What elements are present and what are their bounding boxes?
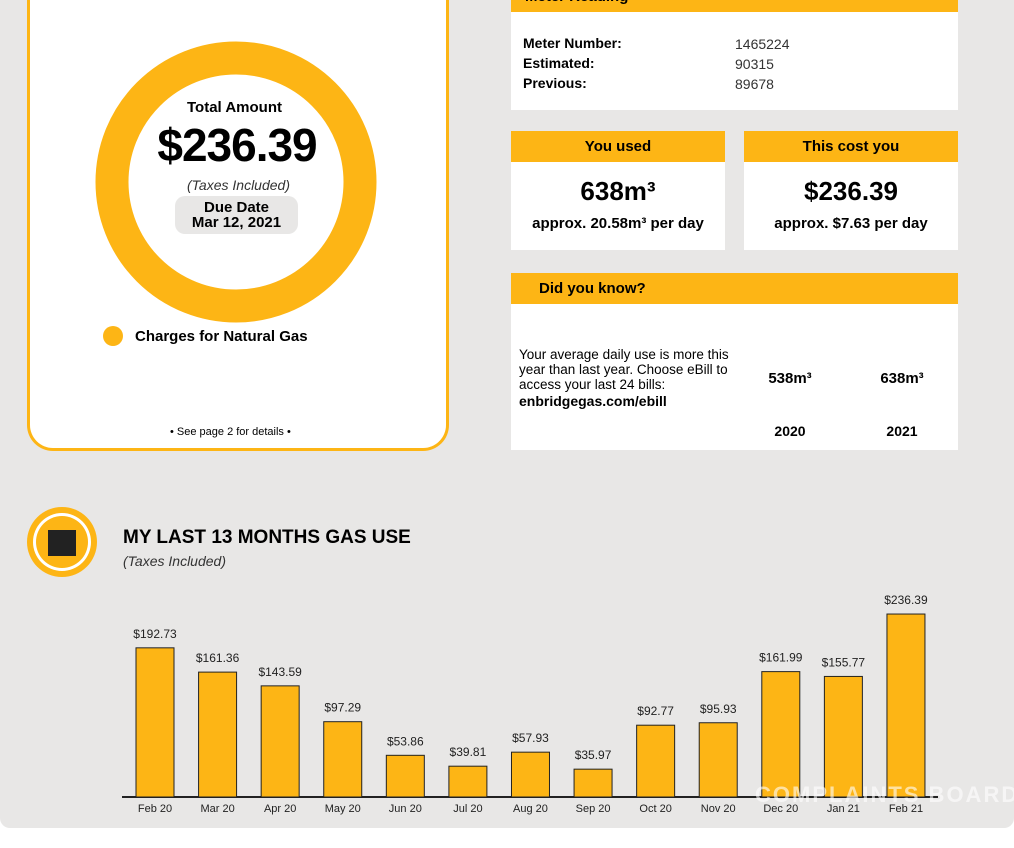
bar: [698, 722, 738, 798]
data-label: $92.77: [637, 704, 674, 718]
data-label: $95.93: [700, 702, 737, 716]
x-tick-label: Aug 20: [513, 803, 548, 815]
data-label: $143.59: [258, 665, 302, 679]
house-year: 2021: [886, 423, 918, 439]
house-value: 638m³: [880, 370, 924, 387]
data-label: $236.39: [884, 593, 928, 607]
donut: [95, 41, 377, 323]
cost-title: This cost you: [744, 131, 958, 162]
watermark: COMPLAINTS BOARD: [755, 782, 1014, 807]
chart-title: MY LAST 13 MONTHS GAS USE: [123, 527, 411, 548]
cost-amount: $236.39: [804, 176, 898, 206]
x-tick-label: Oct 20: [639, 803, 671, 815]
meter-label: Previous:: [523, 75, 587, 91]
meter-label: Meter Number:: [523, 35, 622, 51]
x-tick-label: Sep 20: [576, 803, 611, 815]
bar: [573, 768, 613, 798]
legend-label: Charges for Natural Gas: [135, 328, 308, 345]
x-tick-label: Nov 20: [701, 803, 736, 815]
calendar-icon: [48, 530, 76, 556]
x-tick-label: Jun 20: [389, 803, 422, 815]
dyk-link[interactable]: enbridgegas.com/ebill: [519, 393, 667, 409]
bar: [385, 754, 425, 798]
bar: [260, 685, 300, 798]
taxes-note: (Taxes Included): [187, 177, 290, 193]
bar: [135, 647, 175, 798]
dyk-box: Did you know? Your average daily use is …: [511, 273, 958, 450]
data-label: $35.97: [575, 748, 612, 762]
details-note: • See page 2 for details •: [170, 426, 291, 438]
bar: [510, 751, 550, 798]
dyk-text: Your average daily use is more this year…: [519, 347, 729, 392]
meter-value: 90315: [735, 56, 774, 72]
meter-box: Meter Reading: [511, 0, 958, 110]
x-tick-label: Apr 20: [264, 803, 296, 815]
meter-value: 89678: [735, 76, 774, 92]
dyk-title: Did you know?: [511, 273, 958, 304]
used-amount: 638m³: [580, 176, 656, 206]
x-tick-label: May 20: [325, 803, 361, 815]
data-label: $192.73: [133, 627, 177, 641]
data-label: $161.36: [196, 651, 240, 665]
x-tick-label: Mar 20: [200, 803, 234, 815]
total-amount: $236.39: [157, 119, 317, 171]
bar: [198, 671, 238, 798]
bar: [823, 675, 863, 798]
meter-title: Meter Reading: [511, 0, 958, 12]
used-title: You used: [511, 131, 725, 162]
legend-swatch: [103, 326, 123, 346]
data-label: $57.93: [512, 731, 549, 745]
bar: [448, 765, 488, 798]
bar: [323, 721, 363, 798]
due-pill: [175, 196, 298, 234]
bar: [636, 724, 676, 798]
bar: [761, 671, 801, 798]
chart-subtitle: (Taxes Included): [123, 553, 226, 569]
data-label: $53.86: [387, 734, 424, 748]
x-tick-label: Dec 20: [763, 803, 798, 815]
cost-per-day: approx. $7.63 per day: [774, 215, 928, 232]
house-value: 538m³: [768, 370, 812, 387]
x-tick-label: Jan 21: [827, 803, 860, 815]
cost-box: This cost you $236.39 approx. $7.63 per …: [744, 131, 958, 250]
house-year: 2020: [774, 423, 806, 439]
data-label: $161.99: [759, 651, 803, 665]
x-tick-label: Feb 21: [889, 803, 923, 815]
meter-label: Estimated:: [523, 55, 595, 71]
data-label: $155.77: [822, 655, 866, 669]
x-tick-label: Feb 20: [138, 803, 172, 815]
bar: [886, 613, 926, 798]
data-label: $97.29: [324, 701, 361, 715]
used-box: You used 638m³ approx. 20.58m³ per day: [511, 131, 725, 250]
due-date: Mar 12, 2021: [191, 214, 282, 231]
total-label: Total Amount: [187, 99, 282, 116]
due-label: Due Date: [203, 199, 270, 216]
x-tick-label: Jul 20: [453, 803, 482, 815]
data-label: $39.81: [450, 745, 487, 759]
meter-value: 1465224: [735, 36, 790, 52]
used-per-day: approx. 20.58m³ per day: [532, 215, 704, 232]
